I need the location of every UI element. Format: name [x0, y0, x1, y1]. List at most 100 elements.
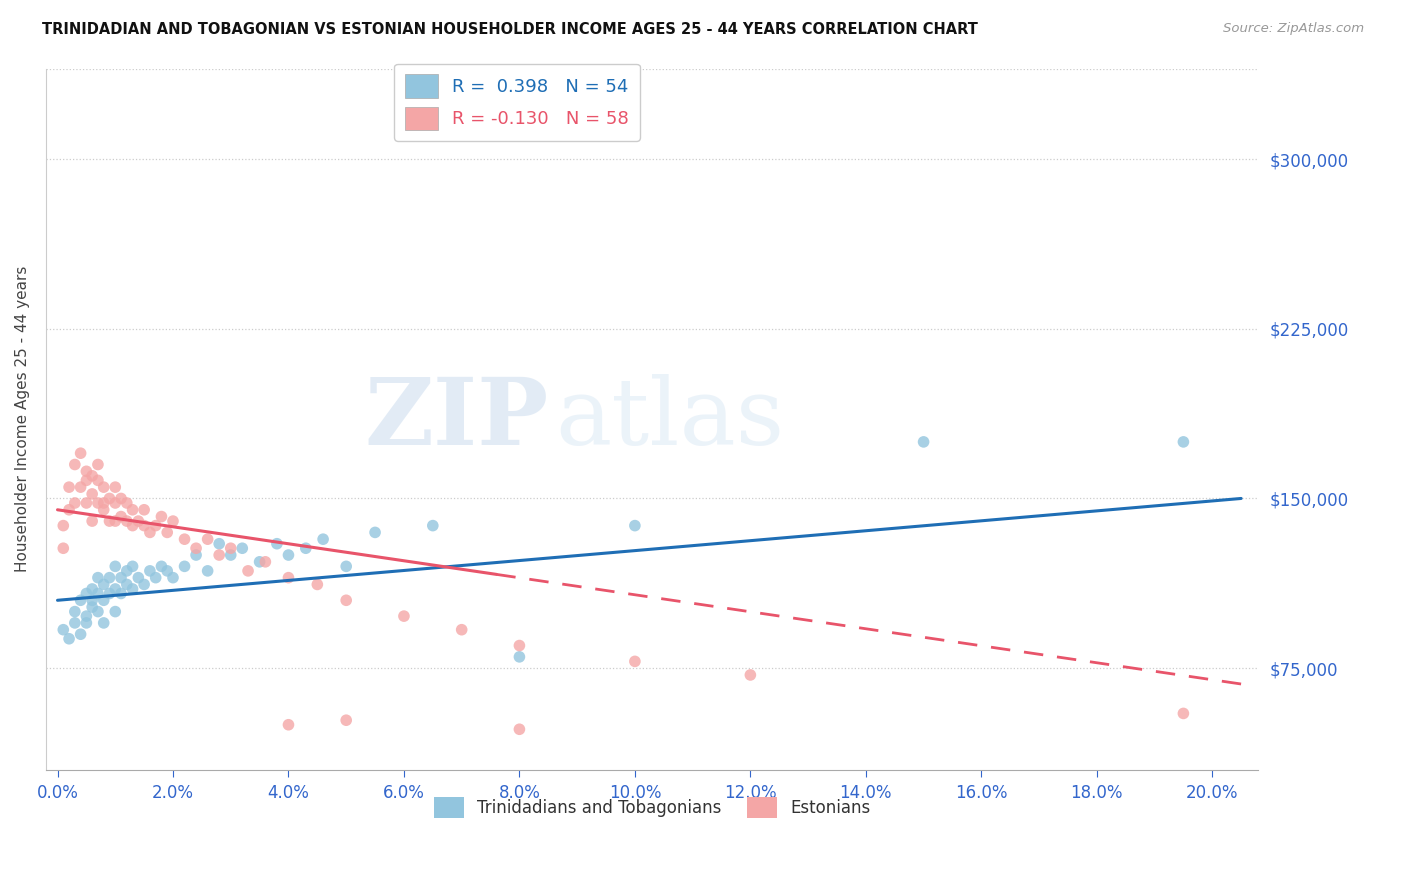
- Point: [110, 571, 132, 585]
- Point: [82, 468, 104, 483]
- Point: [162, 514, 184, 528]
- Point: [150, 509, 173, 524]
- Point: [740, 668, 762, 682]
- Point: [98, 491, 121, 506]
- Text: atlas: atlas: [555, 375, 785, 464]
- Point: [69, 480, 91, 494]
- Y-axis label: Householder Income Ages 25 - 44 years: Householder Income Ages 25 - 44 years: [15, 266, 30, 573]
- Point: [121, 518, 143, 533]
- Point: [75, 474, 97, 488]
- Point: [104, 559, 127, 574]
- Point: [82, 514, 104, 528]
- Point: [110, 491, 132, 506]
- Text: Source: ZipAtlas.com: Source: ZipAtlas.com: [1223, 22, 1364, 36]
- Point: [110, 509, 132, 524]
- Point: [624, 518, 647, 533]
- Point: [115, 496, 138, 510]
- Point: [110, 586, 132, 600]
- Point: [63, 496, 86, 510]
- Point: [294, 541, 316, 556]
- Point: [508, 723, 530, 737]
- Point: [231, 541, 253, 556]
- Point: [87, 458, 110, 472]
- Point: [75, 586, 97, 600]
- Point: [75, 496, 97, 510]
- Point: [508, 639, 530, 653]
- Point: [82, 593, 104, 607]
- Point: [134, 518, 156, 533]
- Point: [69, 627, 91, 641]
- Point: [93, 496, 115, 510]
- Point: [58, 502, 80, 516]
- Point: [624, 654, 647, 668]
- Point: [63, 458, 86, 472]
- Point: [364, 525, 387, 540]
- Point: [277, 548, 299, 562]
- Point: [134, 502, 156, 516]
- Point: [58, 480, 80, 494]
- Point: [912, 434, 935, 449]
- Point: [93, 615, 115, 630]
- Point: [121, 502, 143, 516]
- Point: [121, 582, 143, 596]
- Point: [75, 464, 97, 478]
- Text: ZIP: ZIP: [366, 375, 550, 464]
- Point: [335, 559, 357, 574]
- Point: [98, 514, 121, 528]
- Point: [208, 537, 231, 551]
- Point: [236, 564, 259, 578]
- Point: [162, 571, 184, 585]
- Point: [104, 582, 127, 596]
- Point: [139, 564, 162, 578]
- Point: [335, 593, 357, 607]
- Point: [115, 577, 138, 591]
- Point: [82, 600, 104, 615]
- Point: [184, 548, 207, 562]
- Legend: Trinidadians and Tobagonians, Estonians: Trinidadians and Tobagonians, Estonians: [427, 790, 877, 825]
- Point: [104, 605, 127, 619]
- Point: [104, 480, 127, 494]
- Point: [82, 582, 104, 596]
- Point: [219, 541, 242, 556]
- Point: [121, 559, 143, 574]
- Point: [184, 541, 207, 556]
- Point: [87, 474, 110, 488]
- Point: [197, 564, 219, 578]
- Point: [98, 586, 121, 600]
- Point: [249, 555, 271, 569]
- Point: [266, 537, 288, 551]
- Point: [82, 487, 104, 501]
- Text: TRINIDADIAN AND TOBAGONIAN VS ESTONIAN HOUSEHOLDER INCOME AGES 25 - 44 YEARS COR: TRINIDADIAN AND TOBAGONIAN VS ESTONIAN H…: [42, 22, 979, 37]
- Point: [87, 586, 110, 600]
- Point: [1173, 706, 1195, 721]
- Point: [69, 446, 91, 460]
- Point: [145, 518, 167, 533]
- Point: [75, 615, 97, 630]
- Point: [104, 496, 127, 510]
- Point: [208, 548, 231, 562]
- Point: [254, 555, 277, 569]
- Point: [150, 559, 173, 574]
- Point: [312, 532, 335, 546]
- Point: [52, 623, 75, 637]
- Point: [156, 564, 179, 578]
- Point: [450, 623, 472, 637]
- Point: [87, 571, 110, 585]
- Point: [63, 615, 86, 630]
- Point: [58, 632, 80, 646]
- Point: [173, 532, 195, 546]
- Point: [139, 525, 162, 540]
- Point: [156, 525, 179, 540]
- Point: [115, 514, 138, 528]
- Point: [219, 548, 242, 562]
- Point: [1173, 434, 1195, 449]
- Point: [93, 480, 115, 494]
- Point: [104, 514, 127, 528]
- Point: [98, 571, 121, 585]
- Point: [127, 514, 149, 528]
- Point: [197, 532, 219, 546]
- Point: [127, 571, 149, 585]
- Point: [87, 496, 110, 510]
- Point: [307, 577, 329, 591]
- Point: [69, 593, 91, 607]
